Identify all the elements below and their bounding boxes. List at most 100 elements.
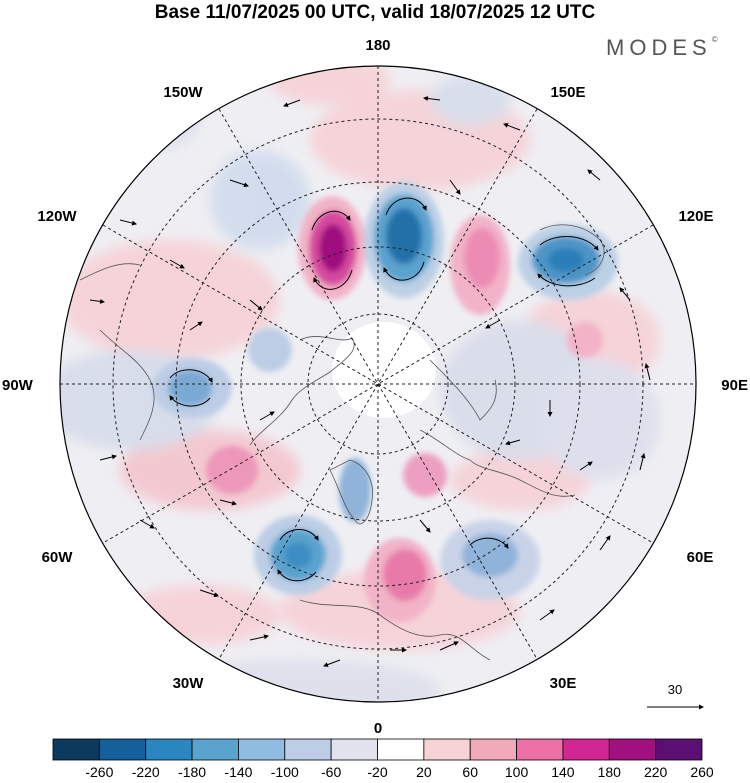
wind-vector: [537, 273, 596, 287]
negative-area: [210, 150, 310, 250]
colorbar-tick-label: -60: [321, 764, 341, 780]
map-border: [59, 65, 697, 703]
map-title: Base 11/07/2025 00 UTC, valid 18/07/2025…: [154, 2, 596, 23]
colorbar-tick-label: 220: [644, 764, 668, 780]
longitude-labels: 180 0 90W 90E 150W 120W 150E 120E 60W 30…: [2, 37, 748, 737]
modes-logo: MODES©: [606, 35, 718, 61]
negative-area: [430, 75, 510, 125]
coastline: [99, 329, 155, 441]
wind-vector: [119, 219, 137, 226]
brand-mark: ©: [711, 35, 718, 44]
anomaly-center-negative: [168, 370, 212, 406]
wind-vector: [139, 519, 155, 529]
meridian: [102, 224, 654, 544]
positive-area: [120, 585, 280, 645]
wind-vector: [249, 634, 269, 641]
wind-vector: [539, 609, 555, 621]
anomaly-center-positive: [567, 322, 603, 358]
colorbar-swatch: [516, 738, 564, 761]
anomaly-center-negative: [386, 208, 422, 264]
wind-vector: [644, 363, 651, 381]
colorbar-swatch: [377, 738, 425, 761]
colorbar-swatch: [423, 738, 471, 761]
latitude-circle: [240, 246, 516, 522]
colorbar-swatch: [562, 738, 610, 761]
anomaly-center-negative: [284, 542, 312, 568]
wind-vector: [219, 499, 237, 506]
colorbar-tick-label: 180: [598, 764, 622, 780]
wind-vector: [199, 589, 219, 598]
positive-area: [60, 240, 280, 360]
anomaly-center-negative: [339, 458, 371, 522]
wind-vector: [259, 411, 275, 421]
wind-vector: [189, 321, 203, 331]
wind-vector: [439, 641, 459, 651]
lon-label-60w: 60W: [42, 549, 74, 566]
coastline: [539, 224, 605, 276]
wind-vector: [449, 179, 461, 195]
anomaly-center-positive: [403, 453, 447, 497]
colorbar-tick-label: -260: [85, 764, 113, 780]
lon-label-30w: 30W: [173, 675, 205, 692]
wind-vector: [311, 210, 351, 231]
wind-vector: [619, 287, 631, 301]
wind-vector: [579, 461, 593, 471]
brand-text: MODES: [606, 35, 712, 60]
wind-vector: [313, 269, 353, 290]
coastline: [79, 263, 141, 281]
wind-vector: [485, 319, 501, 329]
wind-vector: [169, 369, 213, 383]
anomaly-center-negative: [248, 328, 292, 372]
wind-vector: [149, 143, 165, 151]
anomaly-center-negative: [548, 248, 584, 272]
wind-vector: [323, 659, 341, 667]
meridian: [218, 108, 538, 660]
lon-label-bottom: 0: [374, 720, 382, 737]
anomaly-field: [60, 66, 696, 702]
coastline: [429, 359, 497, 421]
colorbar-tick-label: -220: [132, 764, 160, 780]
colorbar-tick-label: 140: [551, 764, 575, 780]
colorbar-tick-label: 100: [505, 764, 529, 780]
wind-vector: [229, 179, 249, 188]
lon-label-60e: 60E: [687, 549, 714, 566]
lon-label-right: 90E: [721, 377, 748, 394]
meridian: [102, 224, 654, 544]
wind-vector: [283, 99, 301, 107]
meridian: [218, 108, 538, 660]
wind-vector: [279, 529, 319, 541]
lon-label-top: 180: [365, 37, 390, 54]
colorbar-swatch: [238, 738, 286, 761]
colorbar-tick-label: -140: [224, 764, 252, 780]
wind-vector: [249, 299, 263, 311]
wind-vector: [169, 259, 185, 269]
negative-area: [540, 360, 660, 480]
wind-vector: [639, 453, 646, 471]
wind-vector: [99, 454, 117, 461]
colorbar-swatch: [191, 738, 239, 761]
colorbar-tick-label: -100: [271, 764, 299, 780]
lon-label-30e: 30E: [550, 675, 577, 692]
colorbar-tick-label: 60: [462, 764, 478, 780]
coastlines: [79, 224, 605, 661]
colorbar-swatch: [655, 738, 703, 761]
lon-label-120w: 120W: [37, 208, 77, 225]
positive-area: [270, 66, 390, 105]
colorbar-swatch: [608, 738, 657, 761]
colorbar-tick-label: -180: [178, 764, 206, 780]
colorbar-swatch: [145, 738, 193, 761]
colorbar-tick-label: -20: [367, 764, 387, 780]
anomaly-center-positive: [383, 549, 427, 601]
colorbar-tick-label: 20: [416, 764, 432, 780]
coastline: [299, 599, 491, 661]
colorbar: -260 -220 -180 -140 -100 -60 -20 20 60 100 140 180 2…: [52, 738, 714, 780]
wind-vector: [277, 569, 317, 582]
anomaly-center-positive: [206, 446, 258, 494]
wind-vector: [469, 537, 509, 549]
wind-vector: [539, 235, 599, 251]
colorbar-swatch: [469, 738, 517, 761]
latitude-circle: [307, 313, 449, 455]
wind-vector: [505, 439, 521, 446]
wind-vector: [169, 395, 211, 407]
